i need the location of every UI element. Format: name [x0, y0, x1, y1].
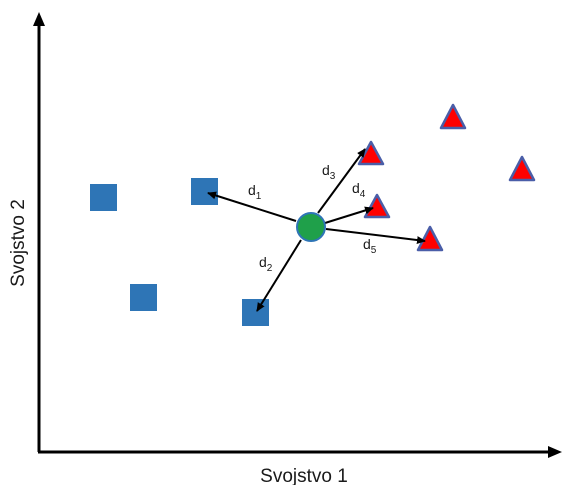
square-point — [191, 178, 218, 205]
distance-labels: d1 d2 d3 d4 d5 — [248, 162, 377, 274]
label-d4: d4 — [352, 180, 366, 200]
arrow-d1 — [207, 191, 297, 222]
distance-arrows — [207, 148, 426, 312]
label-d1-base: d — [248, 182, 256, 198]
arrow-d5 — [325, 228, 426, 245]
label-d2-sub: 2 — [267, 263, 273, 274]
label-d5-sub: 5 — [371, 245, 377, 256]
label-d5: d5 — [363, 236, 377, 256]
label-d5-base: d — [363, 236, 371, 252]
y-axis-arrowhead — [33, 12, 45, 26]
triangle-point — [439, 103, 467, 130]
class-a-points — [90, 178, 269, 326]
triangle-point — [363, 193, 391, 219]
label-d2: d2 — [259, 254, 273, 274]
triangle-point — [508, 155, 536, 182]
class-b-points — [357, 103, 536, 252]
x-axis-title: Svojstvo 1 — [260, 466, 348, 485]
label-d3-base: d — [322, 162, 330, 178]
y-axis-title: Svojstvo 2 — [8, 199, 29, 287]
x-axis-arrowhead — [548, 446, 562, 458]
label-d4-base: d — [352, 180, 360, 196]
square-point — [130, 284, 157, 311]
label-d4-sub: 4 — [360, 189, 366, 200]
label-d3-sub: 3 — [330, 171, 336, 182]
label-d2-base: d — [259, 254, 267, 270]
label-d1: d1 — [248, 182, 262, 202]
label-d1-sub: 1 — [256, 191, 262, 202]
arrow-d4 — [324, 206, 374, 224]
arrow-d2 — [256, 239, 302, 312]
triangle-point — [416, 225, 444, 252]
label-d3: d3 — [322, 162, 336, 182]
query-point — [296, 212, 326, 242]
arrow-d3 — [317, 148, 366, 214]
square-point — [242, 299, 269, 326]
axes — [33, 12, 562, 458]
square-point — [90, 184, 117, 211]
